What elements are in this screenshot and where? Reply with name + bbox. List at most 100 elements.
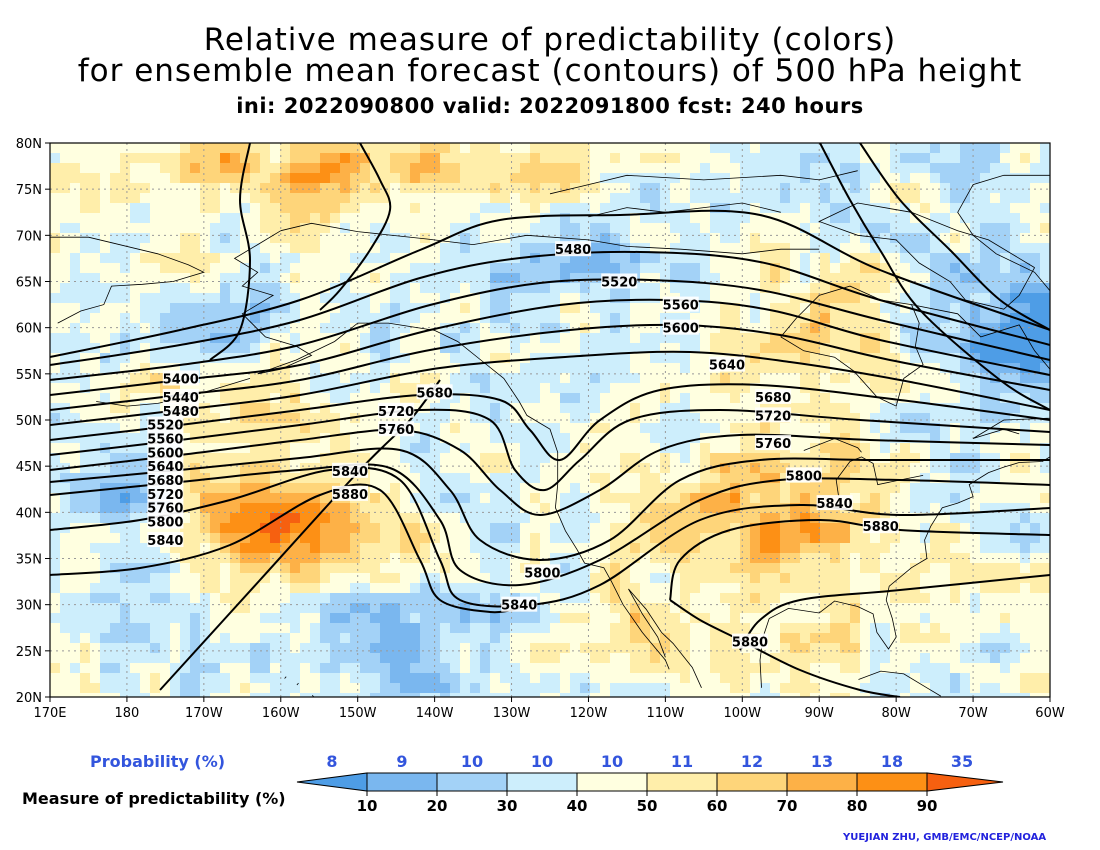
contour-label: 5560 <box>147 432 183 447</box>
height-contour <box>819 143 1050 411</box>
contour-label-bg <box>162 388 199 404</box>
measure-tick-label: 60 <box>707 797 728 815</box>
height-contour <box>50 298 1050 396</box>
title-line-3: ini: 2022090800 valid: 2022091800 fcst: … <box>236 94 864 118</box>
contour-label-bg <box>147 513 184 529</box>
height-contours <box>50 143 1050 697</box>
lon-tick-label: 150W <box>339 706 377 721</box>
contour-label: 5880 <box>863 520 899 535</box>
contour-label-bg <box>862 518 899 534</box>
coastline <box>803 438 862 453</box>
colorbar: 10 20 30 40 50 60 70 80 90 8 9 10 10 10 11 12 13 18 35 <box>296 752 1004 815</box>
lon-tick-label: 180 <box>115 706 140 721</box>
contour-label: 5520 <box>601 276 637 291</box>
measure-tick-label: 40 <box>567 797 588 815</box>
colorbar-segment <box>366 772 438 792</box>
contour-label: 5840 <box>501 599 537 614</box>
measure-tick-label: 30 <box>497 797 518 815</box>
lat-tick-label: 70N <box>16 229 42 244</box>
contour-label-bg <box>147 444 184 460</box>
contour-label-bg <box>147 458 184 474</box>
contour-label-bg <box>332 462 368 478</box>
height-contour <box>50 383 1050 462</box>
coastline <box>780 285 924 407</box>
colorbar-arrow-left <box>296 772 368 792</box>
credit-text: YUEJIAN ZHU, GMB/EMC/NCEP/NOAA <box>843 832 1047 843</box>
contour-label: 5800 <box>147 516 183 531</box>
lon-tick-label: 100W <box>723 706 761 721</box>
contour-label-bg <box>416 384 453 400</box>
colorbar-segment <box>646 772 718 792</box>
height-contour <box>50 209 1050 358</box>
coastline <box>549 170 858 195</box>
lat-tick-label: 20N <box>16 691 42 706</box>
lon-tick-label: 60W <box>1035 706 1065 721</box>
coastline <box>280 222 820 255</box>
contour-label: 5600 <box>663 322 699 337</box>
contour-label-bg <box>785 467 822 483</box>
contour-label-bg <box>755 435 792 451</box>
lat-tick-label: 30N <box>16 599 42 614</box>
probability-value: 11 <box>671 752 693 771</box>
lon-tick-label: 160W <box>262 706 300 721</box>
height-contour <box>669 599 901 697</box>
contour-label: 5720 <box>147 488 183 503</box>
coastline <box>284 676 287 679</box>
contour-label-bg <box>662 296 699 312</box>
height-contour <box>859 143 1050 331</box>
contour-label-bg <box>378 421 415 437</box>
colorbar-segment <box>506 772 578 792</box>
contour-label-bg <box>147 430 184 446</box>
lat-tick-label: 50N <box>16 414 42 429</box>
coastline <box>858 670 942 697</box>
height-contour <box>50 483 521 614</box>
probability-value: 10 <box>531 752 553 771</box>
colorbar-segment <box>856 772 928 792</box>
lat-tick-label: 55N <box>16 368 42 383</box>
lon-tick-label: 170W <box>185 706 223 721</box>
measure-tick-label: 90 <box>917 797 938 815</box>
contour-label: 5720 <box>378 405 414 420</box>
contour-label: 5840 <box>147 534 183 549</box>
lon-tick-label: 80W <box>881 706 911 721</box>
height-contour <box>669 518 1050 601</box>
contour-label: 5760 <box>147 502 183 517</box>
coastline <box>50 236 205 324</box>
colorbar-segment <box>436 772 508 792</box>
contour-label-bg <box>755 407 792 423</box>
contour-label: 5400 <box>163 372 199 387</box>
contour-label: 5760 <box>755 437 791 452</box>
contour-label-bg <box>162 402 199 418</box>
contour-label-bg <box>147 499 184 515</box>
height-contour <box>50 278 1050 381</box>
coastline <box>628 588 666 658</box>
contour-label-bg <box>501 596 538 612</box>
contour-label-bg <box>332 485 368 501</box>
contour-label: 5760 <box>378 423 414 438</box>
contour-label-bg <box>378 402 415 418</box>
probability-value: 18 <box>881 752 903 771</box>
contour-label: 5440 <box>163 391 199 406</box>
contour-label-bg <box>162 370 199 386</box>
contour-label: 5720 <box>755 409 791 424</box>
contour-labels: 5480552055605600564056805720576056805720… <box>147 241 899 651</box>
predictability-field <box>50 143 1050 697</box>
lat-lon-grid <box>50 143 1050 697</box>
lat-tick-label: 65N <box>16 276 42 291</box>
lon-tick-label: 110W <box>647 706 685 721</box>
contour-label: 5640 <box>147 460 183 475</box>
contour-label-bg <box>662 319 699 335</box>
probability-value: 8 <box>326 752 337 771</box>
colorbar-arrow-right <box>926 772 1004 792</box>
height-contour <box>50 323 1050 411</box>
height-contour <box>50 250 1050 366</box>
height-contour <box>50 447 1050 562</box>
probability-value: 12 <box>741 752 763 771</box>
axis-ticks: 80N75N70N65N60N55N50N45N40N35N30N25N20N1… <box>16 137 1065 721</box>
title-line-2: for ensemble mean forecast (contours) of… <box>77 53 1023 89</box>
contour-label: 5880 <box>332 488 368 503</box>
probability-label: Probability (%) <box>90 752 226 771</box>
lat-tick-label: 60N <box>16 322 42 337</box>
probability-value: 13 <box>811 752 833 771</box>
contour-label: 5560 <box>663 299 699 314</box>
